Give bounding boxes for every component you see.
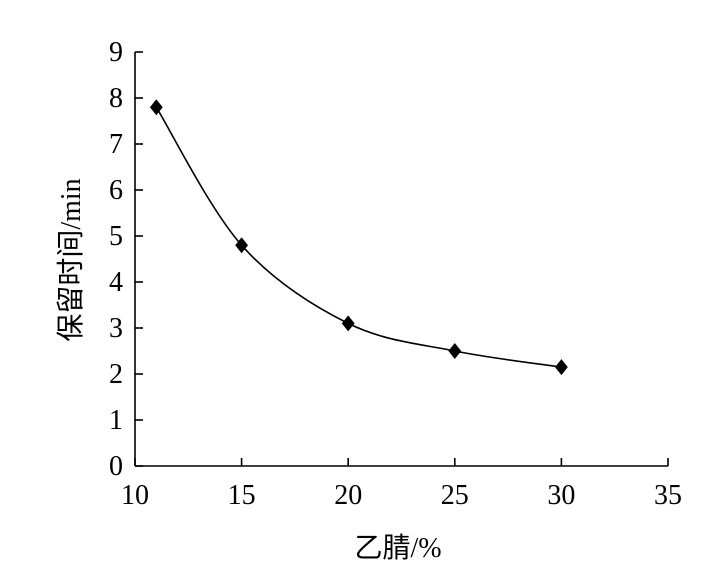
x-tick-label: 15 <box>228 480 256 511</box>
data-point <box>235 237 248 254</box>
y-tick-label: 7 <box>109 129 123 160</box>
y-tick-label: 1 <box>109 405 123 436</box>
data-point <box>448 343 462 359</box>
axes: 0 1 2 3 4 5 6 7 8 9 10 15 20 25 30 35 <box>109 37 682 511</box>
data-point <box>555 359 568 376</box>
y-tick-label: 8 <box>109 83 123 114</box>
x-tick-label: 30 <box>547 480 575 511</box>
series-line <box>155 106 562 368</box>
y-tick-label: 0 <box>109 451 123 482</box>
x-tick-label: 10 <box>121 480 149 511</box>
y-tick-label: 4 <box>109 267 123 298</box>
y-axis-title: 保留时间/min <box>55 178 87 341</box>
y-tick-label: 6 <box>109 175 123 206</box>
x-tick-label: 20 <box>334 480 362 511</box>
x-tick-label: 35 <box>654 480 682 511</box>
plot-area <box>149 99 568 376</box>
y-tick-label: 2 <box>109 359 123 390</box>
y-tick-label: 3 <box>109 313 123 344</box>
y-tick-label: 5 <box>109 221 123 252</box>
x-tick-label: 25 <box>441 480 469 511</box>
x-axis-title: 乙腈/% <box>354 532 441 564</box>
data-point <box>149 99 163 116</box>
y-tick-label: 9 <box>109 37 123 68</box>
data-point <box>341 315 355 332</box>
